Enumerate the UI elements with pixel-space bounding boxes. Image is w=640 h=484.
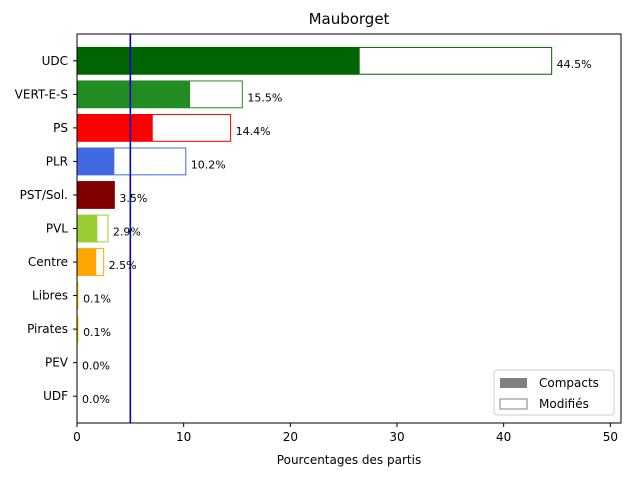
- y-tick-label-3: PLR: [46, 154, 68, 168]
- value-label-8: 0.1%: [83, 326, 111, 339]
- legend-swatch-compacts: [500, 378, 527, 388]
- value-label-4: 3.5%: [119, 192, 147, 205]
- value-label-10: 0.0%: [82, 393, 110, 406]
- bar-compacts-4: [77, 181, 115, 209]
- y-tick-label-5: PVL: [46, 222, 68, 236]
- bar-compacts-3: [77, 148, 115, 175]
- value-label-9: 0.0%: [82, 360, 110, 373]
- bar-compacts-6: [77, 248, 97, 276]
- y-tick-label-1: VERT-E-S: [15, 87, 68, 101]
- y-tick-label-4: PST/Sol.: [20, 188, 68, 202]
- value-label-2: 14.4%: [236, 125, 271, 138]
- x-tick-label-4: 40: [496, 430, 511, 444]
- x-tick-label-0: 0: [73, 430, 81, 444]
- legend-swatch-modifies: [499, 398, 528, 410]
- y-tick-label-6: Centre: [28, 255, 68, 269]
- y-tick-label-7: Libres: [32, 289, 68, 303]
- value-label-5: 2.9%: [113, 226, 141, 239]
- y-tick-label-8: Pirates: [27, 322, 68, 336]
- plot-frame: [76, 33, 622, 424]
- bar-compacts-8: [77, 315, 79, 343]
- legend-label-0: Compacts: [539, 376, 599, 390]
- y-tick-label-9: PEV: [45, 356, 69, 370]
- value-label-6: 2.5%: [109, 259, 137, 272]
- bar-compacts-0: [77, 47, 360, 75]
- chart-title: Mauborget: [309, 10, 390, 28]
- bar-compacts-1: [77, 80, 191, 108]
- bar-compacts-2: [77, 114, 153, 142]
- y-tick-label-2: PS: [53, 121, 68, 135]
- bar-compacts-7: [77, 282, 79, 309]
- legend-label-1: Modifiés: [539, 397, 589, 411]
- y-tick-label-0: UDC: [42, 54, 68, 68]
- value-label-0: 44.5%: [557, 58, 592, 71]
- x-axis-label: Pourcentages des partis: [277, 453, 421, 467]
- y-tick-label-10: UDF: [43, 389, 68, 403]
- value-label-7: 0.1%: [83, 293, 111, 306]
- x-tick-label-2: 20: [283, 430, 298, 444]
- x-tick-label-5: 50: [603, 430, 618, 444]
- bar-compacts-5: [77, 215, 98, 242]
- value-label-1: 15.5%: [247, 91, 282, 104]
- value-label-3: 10.2%: [191, 158, 226, 171]
- x-tick-label-3: 30: [389, 430, 404, 444]
- x-tick-label-1: 10: [176, 430, 191, 444]
